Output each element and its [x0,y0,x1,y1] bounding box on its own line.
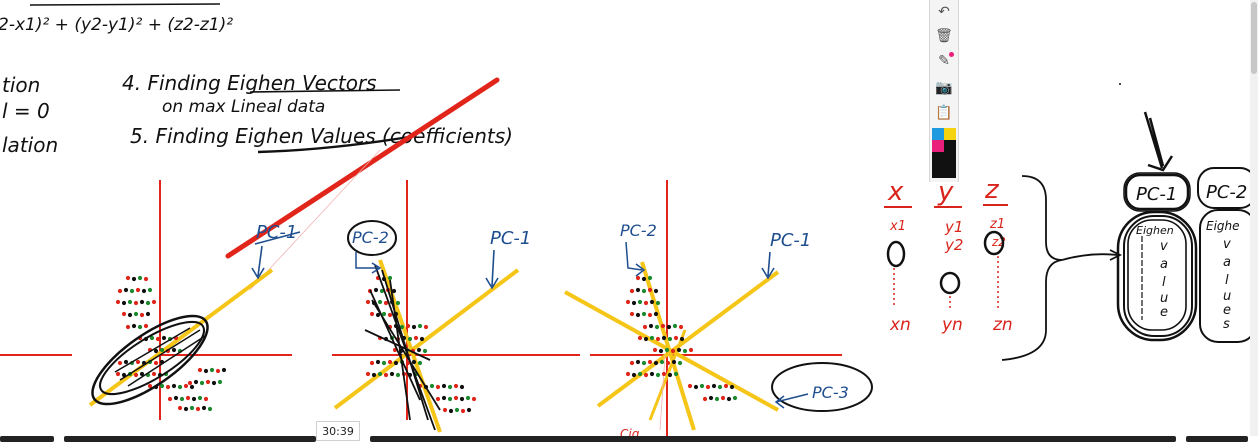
plot3-pc2-label: PC-2 [620,221,657,240]
eigen-boxes: PC-1 PC-2 Eighen v a l u e Eighe v a l u… [1116,83,1257,343]
plot3-pc3-label: PC-3 [812,383,849,402]
color-swatch-blue[interactable] [932,128,944,140]
values-letter-u: u [1223,289,1231,304]
zn-label: zn [992,315,1013,335]
distance-formula: 2-x1)² + (y2-y1)² + (z2-z1)² [0,15,233,35]
step-4-line-2: on max Lineal data [162,97,325,117]
value-letter-a: a [1160,257,1168,272]
values-letter-s: s [1223,317,1230,332]
value-letter-e: e [1160,305,1168,320]
eighen-label-2: Eighe [1206,219,1240,233]
xyz-columns: x y z x1 y1 z1 y2 z2 xn yn zn [884,175,1123,361]
faint-pink-line [249,149,381,291]
color-swatch-yellow[interactable] [944,128,956,140]
plot2-pc1-label: PC-1 [490,228,531,249]
xn-label: xn [889,315,911,335]
plot3-pc1-label: PC-1 [770,230,811,251]
plot1-pc1-label: PC-1 [256,222,297,243]
col-header-y: y [937,177,954,207]
color-swatch-pink[interactable] [932,140,944,152]
pc1-box-label: PC-1 [1136,184,1177,205]
timeline-segment-4[interactable] [1186,436,1248,442]
plot-3: PC-2 PC-1 PC-3 Cig [564,180,873,441]
z1-label: z1 [989,217,1005,232]
annotation-toolbar: ↶ 🗑 ✎ 📷 📋 [929,0,959,182]
eighen-label-1: Eighen [1136,224,1174,237]
left-word-2: l = 0 [2,99,50,123]
y1-label: y1 [944,218,963,236]
underline-eighen-vectors [249,89,401,93]
y2-label: y2 [944,236,963,254]
underline-eighen-values [257,134,416,154]
step-5: 5. Finding Eighen Values (coefficients) [130,124,513,148]
value-letter-u: u [1160,291,1168,306]
red-strike-line [225,77,500,259]
values-letter-a: a [1223,255,1231,270]
highlighter-icon[interactable]: ✎ [934,51,954,71]
timeline-segment-3[interactable] [370,436,1176,442]
vertical-scrollbar[interactable] [1250,0,1258,436]
color-swatch-black[interactable] [944,140,956,152]
clipboard-icon[interactable]: 📋 [935,105,953,121]
undo-icon[interactable]: ↶ [938,4,950,20]
color-swatch-black-large[interactable] [932,152,956,178]
value-letter-v: v [1160,239,1168,254]
left-word-1: tion [2,73,40,97]
timeline-segment-1[interactable] [0,436,54,442]
x1-label: x1 [889,219,906,234]
camera-icon[interactable]: 📷 [935,80,953,96]
timestamp-tooltip: 30:39 [316,421,360,441]
col-header-x: x [887,177,904,207]
yn-label: yn [941,315,963,335]
timeline-segment-2[interactable] [64,436,316,442]
formula-overline [29,3,221,6]
col-header-z: z [984,175,1000,205]
video-timeline[interactable] [0,436,1258,442]
values-letter-l: l [1225,273,1229,288]
scroll-thumb[interactable] [1251,2,1257,74]
values-letter-e: e [1223,303,1231,318]
plot-2: PC-2 PC-1 [332,180,580,433]
pc2-box-label: PC-2 [1206,182,1247,203]
left-word-3: lation [2,133,58,157]
plot-1: PC-1 [0,180,301,420]
trash-icon[interactable]: 🗑 [935,28,953,44]
values-letter-v: v [1223,237,1231,252]
plot2-pc2-label: PC-2 [352,228,389,247]
value-letter-l: l [1162,275,1166,290]
